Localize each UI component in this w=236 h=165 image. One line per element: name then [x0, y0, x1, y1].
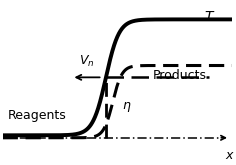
Text: $V_n$: $V_n$ [79, 53, 94, 69]
Text: T: T [205, 10, 213, 24]
Text: $x$: $x$ [225, 149, 235, 162]
Text: $\eta$: $\eta$ [122, 100, 131, 114]
Text: Products: Products [152, 69, 206, 82]
Text: Reagents: Reagents [8, 109, 67, 122]
